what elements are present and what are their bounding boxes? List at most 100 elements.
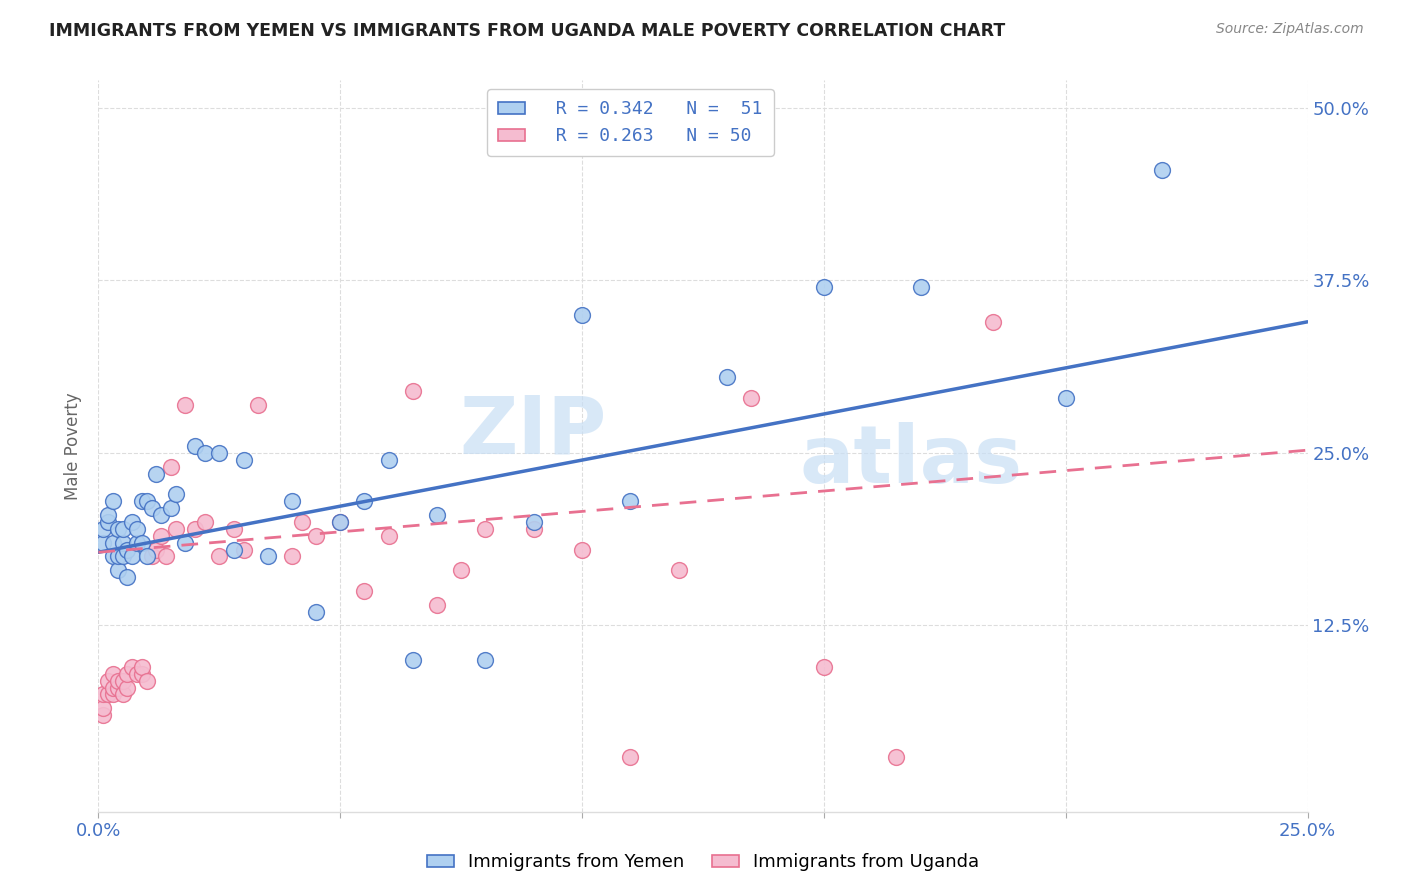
Point [111, 549, 134, 564]
Point [450, 563, 472, 577]
Point [194, 515, 217, 529]
Point [402, 384, 425, 398]
Text: Source: ZipAtlas.com: Source: ZipAtlas.com [1216, 22, 1364, 37]
Point [127, 522, 149, 536]
Point [619, 749, 641, 764]
Point [97, 515, 120, 529]
Point [474, 522, 496, 536]
Point [281, 549, 304, 564]
Text: IMMIGRANTS FROM YEMEN VS IMMIGRANTS FROM UGANDA MALE POVERTY CORRELATION CHART: IMMIGRANTS FROM YEMEN VS IMMIGRANTS FROM… [49, 22, 1005, 40]
Point [194, 446, 217, 460]
Point [668, 563, 690, 577]
Point [208, 549, 231, 564]
Point [910, 280, 932, 294]
Point [813, 660, 835, 674]
Point [97, 508, 120, 522]
Text: ZIP: ZIP [458, 392, 606, 470]
Point [107, 563, 129, 577]
Point [1054, 391, 1077, 405]
Point [117, 681, 139, 695]
Point [208, 446, 231, 460]
Point [101, 681, 124, 695]
Point [131, 494, 153, 508]
Point [121, 660, 143, 674]
Point [232, 542, 254, 557]
Point [101, 666, 124, 681]
Point [107, 549, 129, 564]
Point [377, 452, 399, 467]
Point [135, 494, 157, 508]
Point [353, 494, 375, 508]
Point [174, 535, 197, 549]
Point [232, 452, 254, 467]
Point [305, 529, 328, 543]
Point [97, 687, 120, 701]
Point [107, 673, 129, 688]
Point [145, 542, 167, 557]
Point [523, 522, 546, 536]
Point [135, 673, 157, 688]
Point [97, 673, 120, 688]
Point [402, 653, 425, 667]
Point [141, 549, 163, 564]
Point [150, 529, 173, 543]
Point [165, 522, 187, 536]
Point [426, 508, 449, 522]
Point [107, 681, 129, 695]
Point [131, 666, 153, 681]
Point [174, 398, 197, 412]
Y-axis label: Male Poverty: Male Poverty [65, 392, 83, 500]
Point [101, 494, 124, 508]
Point [150, 508, 173, 522]
Point [184, 522, 207, 536]
Point [111, 687, 134, 701]
Point [121, 549, 143, 564]
Point [91, 708, 114, 723]
Point [135, 549, 157, 564]
Point [91, 687, 114, 701]
Point [101, 687, 124, 701]
Point [305, 605, 328, 619]
Point [222, 542, 245, 557]
Point [91, 701, 114, 715]
Point [145, 467, 167, 481]
Point [91, 535, 114, 549]
Point [377, 529, 399, 543]
Point [165, 487, 187, 501]
Point [127, 666, 149, 681]
Point [813, 280, 835, 294]
Point [329, 515, 352, 529]
Point [160, 501, 183, 516]
Point [256, 549, 278, 564]
Text: atlas: atlas [800, 422, 1022, 500]
Point [523, 515, 546, 529]
Point [101, 549, 124, 564]
Point [619, 494, 641, 508]
Point [571, 308, 593, 322]
Point [160, 459, 183, 474]
Point [155, 549, 177, 564]
Point [111, 535, 134, 549]
Point [740, 391, 762, 405]
Point [127, 535, 149, 549]
Point [474, 653, 496, 667]
Point [329, 515, 352, 529]
Point [222, 522, 245, 536]
Point [111, 673, 134, 688]
Point [91, 522, 114, 536]
Point [117, 666, 139, 681]
Point [353, 583, 375, 598]
Point [107, 522, 129, 536]
Legend: Immigrants from Yemen, Immigrants from Uganda: Immigrants from Yemen, Immigrants from U… [419, 847, 987, 879]
Point [426, 598, 449, 612]
Point [131, 535, 153, 549]
Point [886, 749, 908, 764]
Point [247, 398, 270, 412]
Point [131, 660, 153, 674]
Point [981, 315, 1004, 329]
Point [1152, 163, 1174, 178]
Point [184, 439, 207, 453]
Point [281, 494, 304, 508]
Point [121, 515, 143, 529]
Point [117, 570, 139, 584]
